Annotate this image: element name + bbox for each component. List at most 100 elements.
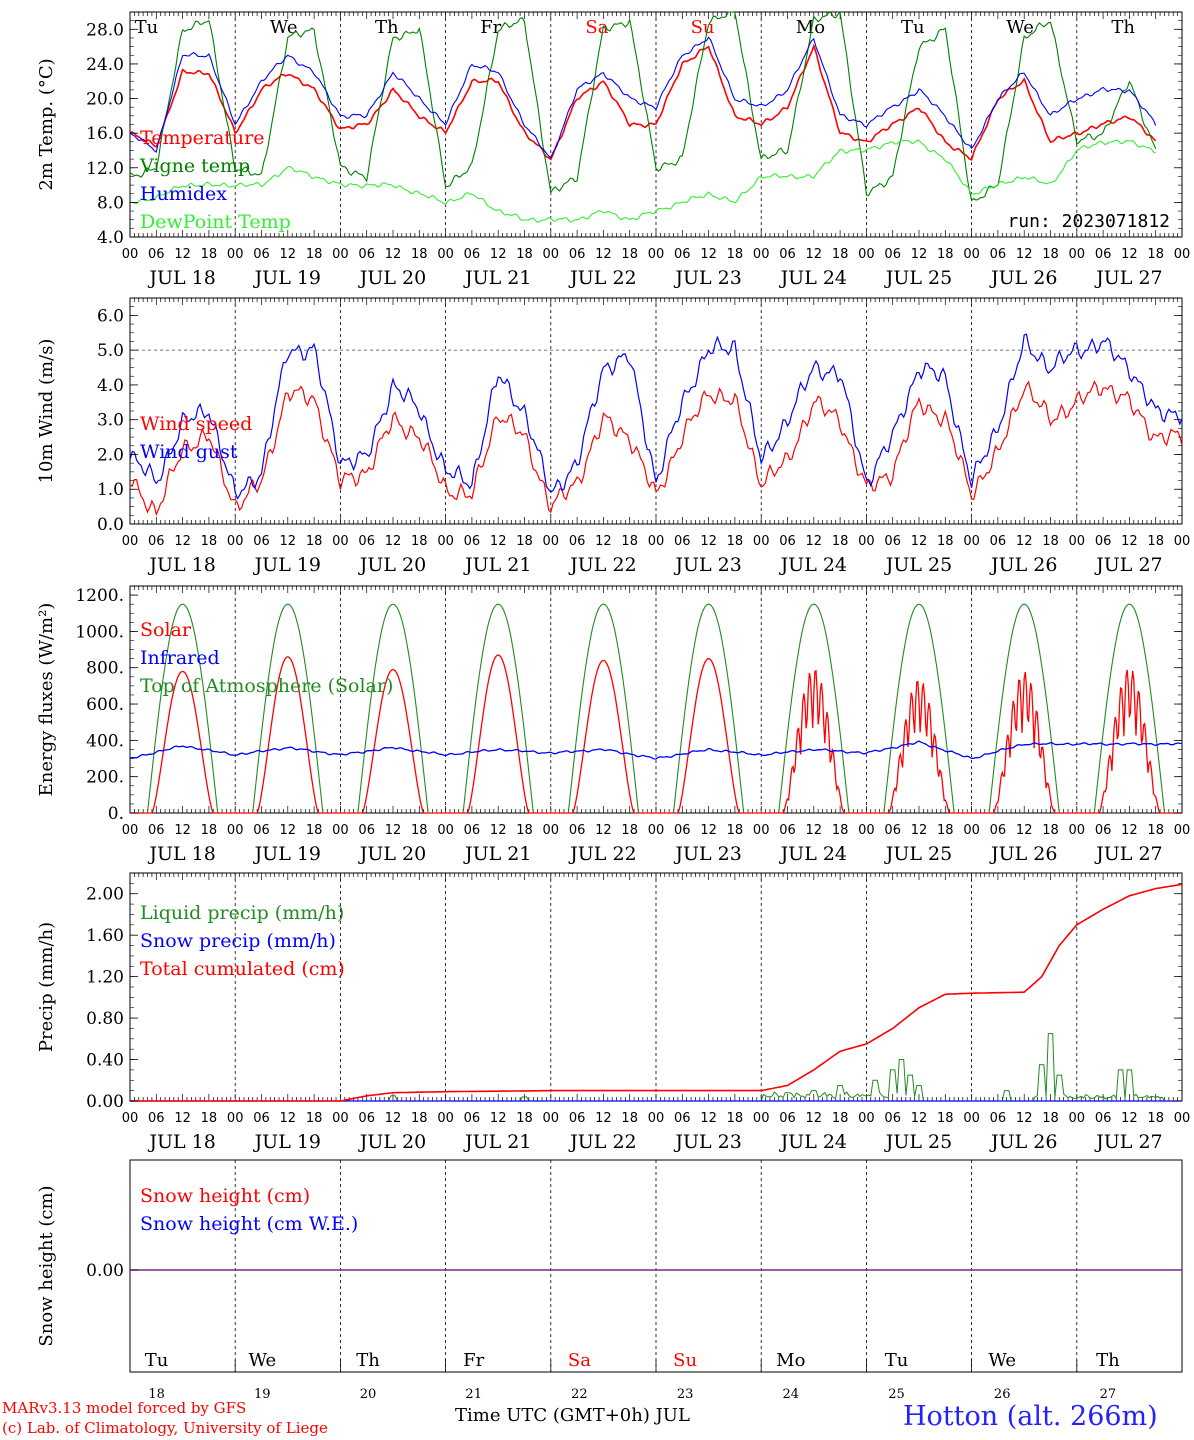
hour-tick-label: 00 [1069,247,1086,262]
day-label: JUL 25 [884,267,952,289]
day-number: 21 [465,1387,482,1402]
weekday-label: Th [356,1350,380,1371]
day-label: JUL 25 [884,554,952,576]
day-label: JUL 24 [779,267,847,289]
hour-tick-label: 12 [174,1111,191,1126]
hour-tick-label: 18 [306,1111,323,1126]
hour-tick-label: 18 [306,534,323,549]
hour-tick-label: 12 [1121,1111,1138,1126]
day-label: JUL 18 [147,843,215,865]
legend-entry: Vigne temp [139,155,250,177]
y-tick-label: 0. [108,804,124,824]
weekday-label: We [988,1350,1016,1371]
hour-tick-label: 00 [858,1111,875,1126]
credit-line-1: MARv3.13 model forced by GFS [2,1399,247,1417]
hour-tick-label: 18 [727,247,744,262]
y-tick-label: 3.0 [97,411,124,431]
hour-tick-label: 12 [1016,823,1033,838]
hour-tick-label: 00 [648,823,665,838]
hour-tick-label: 18 [832,823,849,838]
day-number: 19 [254,1387,271,1402]
hour-tick-label: 06 [464,534,481,549]
hour-tick-label: 00 [753,247,770,262]
hour-tick-label: 00 [1069,534,1086,549]
day-label: JUL 21 [463,1131,531,1153]
weekday-label: We [248,1350,276,1371]
day-label: JUL 21 [463,843,531,865]
weekday-label: We [1006,17,1034,38]
hour-tick-label: 06 [253,823,270,838]
hour-tick-label: 12 [490,534,507,549]
hour-tick-label: 00 [753,534,770,549]
hour-tick-label: 18 [1147,823,1164,838]
hour-tick-label: 12 [1016,247,1033,262]
hour-tick-label: 00 [1069,1111,1086,1126]
day-label: JUL 20 [358,1131,426,1153]
series-vigne-temp [129,11,1157,202]
day-label: JUL 22 [568,554,636,576]
panel-1 [129,11,1183,238]
hour-tick-label: 18 [1042,534,1059,549]
hour-tick-label: 00 [753,1111,770,1126]
panel-3 [129,585,1183,814]
hour-tick-label: 12 [490,247,507,262]
hour-tick-label: 18 [937,247,954,262]
weekday-label: Tu [145,1350,169,1371]
legend-entry: Humidex [140,183,227,205]
hour-tick-label: 06 [779,247,796,262]
hour-tick-label: 00 [332,247,349,262]
hour-tick-label: 00 [963,1111,980,1126]
hour-tick-label: 12 [806,534,823,549]
y-axis-label: Energy fluxes (W/m²) [36,603,57,797]
hour-tick-label: 00 [227,823,244,838]
weekday-label: Mo [776,1350,805,1371]
day-label: JUL 23 [673,843,741,865]
hour-tick-label: 00 [122,1111,139,1126]
hour-tick-label: 18 [832,247,849,262]
hour-tick-label: 00 [963,534,980,549]
day-label: JUL 19 [253,267,321,289]
hour-tick-label: 18 [1147,247,1164,262]
y-axis-label: Snow height (cm) [36,1185,57,1346]
hour-tick-label: 18 [411,823,428,838]
hour-tick-label: 18 [937,823,954,838]
hour-tick-label: 12 [385,534,402,549]
hour-tick-label: 06 [464,823,481,838]
day-label: JUL 26 [989,554,1057,576]
hour-tick-label: 18 [411,1111,428,1126]
y-tick-label: 4.0 [97,376,124,396]
hour-tick-label: 18 [516,247,533,262]
y-tick-label: 400. [86,731,124,751]
hour-tick-label: 00 [332,1111,349,1126]
hour-tick-label: 06 [884,534,901,549]
hour-tick-label: 12 [385,247,402,262]
day-label: JUL 18 [147,267,215,289]
hour-tick-label: 06 [1095,823,1112,838]
hour-tick-label: 06 [148,823,165,838]
day-label: JUL 27 [1094,554,1162,576]
hour-tick-label: 18 [1042,823,1059,838]
hour-tick-label: 12 [700,534,717,549]
day-label: JUL 26 [989,843,1057,865]
day-label: JUL 21 [463,267,531,289]
y-tick-label: 1000. [75,622,124,642]
hour-tick-label: 06 [464,1111,481,1126]
hour-tick-label: 00 [1069,823,1086,838]
hour-tick-label: 00 [648,1111,665,1126]
hour-tick-label: 12 [700,823,717,838]
hour-tick-label: 12 [700,247,717,262]
y-tick-label: 24.0 [86,55,124,75]
y-tick-label: 6.0 [97,306,124,326]
legend-entry: Wind speed [140,413,252,435]
legend-entry: Total cumulated (cm) [140,958,345,980]
hour-tick-label: 12 [595,1111,612,1126]
day-label: JUL 19 [253,843,321,865]
y-axis-label: Precip (mm/h) [36,922,57,1052]
legend-entry: Temperature [140,127,264,149]
run-label: run: 2023071812 [1007,211,1170,232]
weekday-label: Su [691,17,715,38]
series-humidex [129,36,1157,159]
hour-tick-label: 06 [674,534,691,549]
day-label: JUL 18 [147,1131,215,1153]
